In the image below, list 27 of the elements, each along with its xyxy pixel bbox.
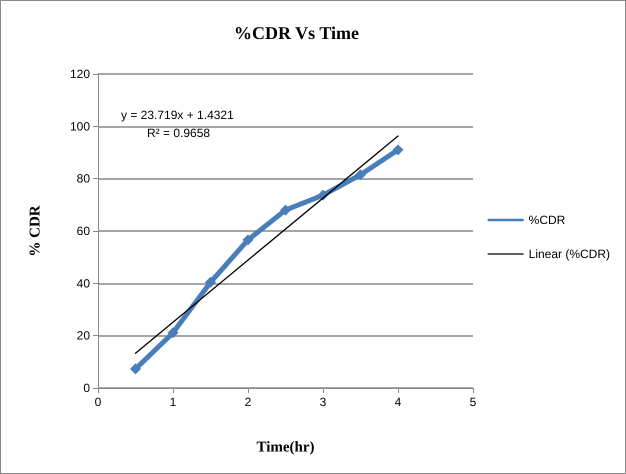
y-tick-label: 0 (83, 381, 90, 395)
legend-label: Linear (%CDR) (528, 247, 610, 261)
y-tick-label: 60 (76, 224, 90, 238)
x-tick-label: 4 (394, 395, 402, 409)
y-tick-label: 120 (70, 67, 90, 81)
y-tick-label: 100 (70, 119, 90, 134)
point (242, 234, 254, 246)
point (280, 204, 291, 216)
x-tick-label: 3 (320, 395, 327, 409)
y-tick-label: 20 (76, 328, 90, 343)
y-tick-label: 40 (76, 276, 90, 290)
x-tick-label: 2 (244, 395, 252, 409)
x-axis-title: Time(hr) (256, 440, 315, 456)
annotation: R² = 0.9658 (147, 126, 210, 140)
point (168, 327, 178, 338)
y-tick-label: 80 (76, 172, 90, 186)
chart-title: %CDR Vs Time (234, 23, 360, 43)
x-tick-label: 0 (94, 395, 102, 409)
y-axis-title: % CDR (28, 205, 44, 257)
legend-label: %CDR (528, 213, 566, 227)
x-tick-label: 1 (170, 395, 177, 409)
x-tick-label: 5 (470, 395, 477, 409)
point (355, 169, 366, 180)
point (205, 276, 216, 288)
annotation: y = 23.719x + 1.4321 (121, 108, 234, 122)
point (130, 363, 141, 374)
point (392, 144, 404, 156)
